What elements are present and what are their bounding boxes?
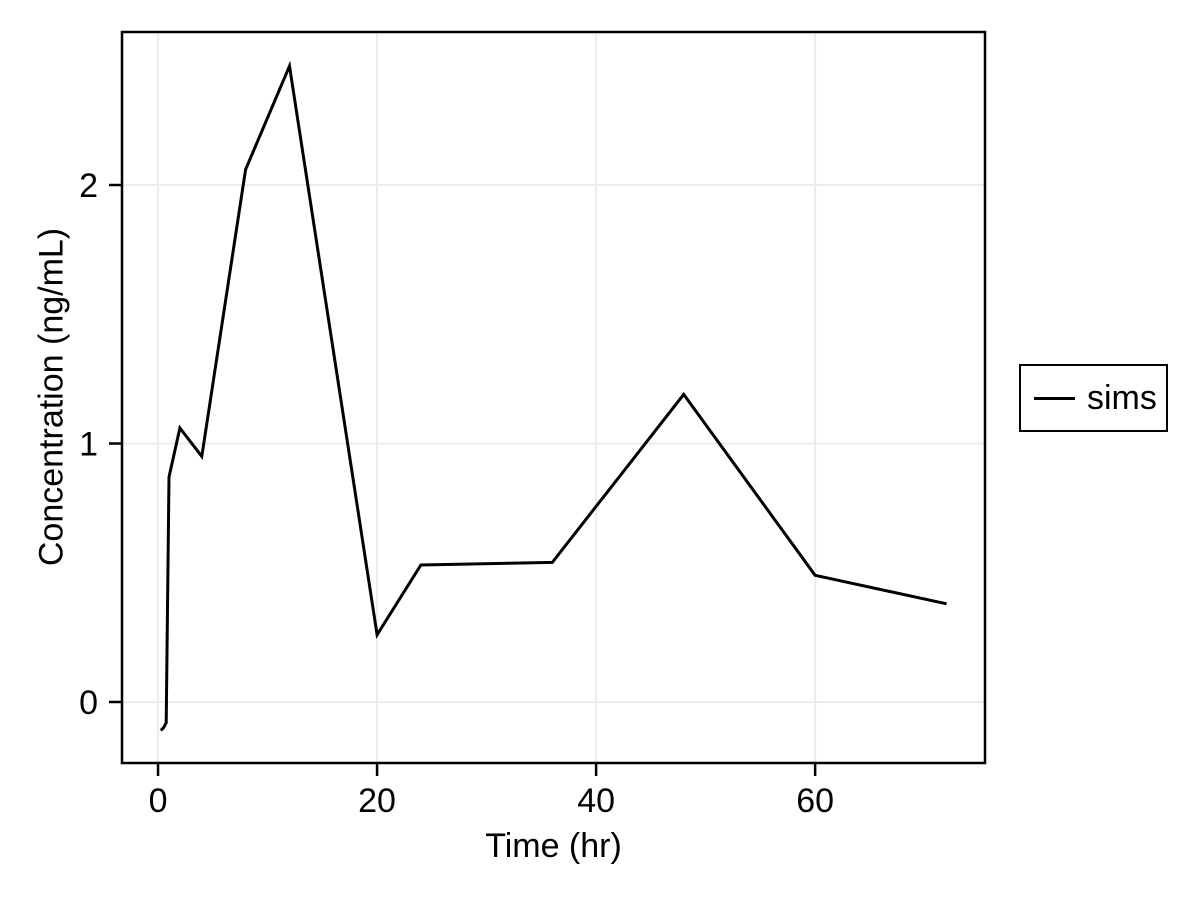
y-tick-label: 1 [79,426,98,464]
y-tick-label: 0 [79,684,98,722]
series-line-sims [159,60,947,732]
gridlines [122,32,985,763]
x-tick-label: 0 [149,782,168,820]
x-tick-label: 20 [358,782,396,820]
x-axis-title: Time (hr) [485,827,622,865]
legend: sims [1019,364,1168,432]
legend-line-sample [1034,396,1075,400]
y-axis-title: Concentration (ng/mL) [32,227,71,567]
x-tick-label: 60 [796,782,834,820]
y-tick-label: 2 [79,167,98,205]
x-tick-label: 40 [577,782,615,820]
plot-frame-rect [120,30,987,765]
plot-frame [120,30,987,765]
legend-series-label: sims [1087,379,1157,417]
series-lines [159,60,947,732]
tick-labels: 0 20 40 60 0 1 2 [79,167,834,820]
axis-ticks [109,183,817,776]
